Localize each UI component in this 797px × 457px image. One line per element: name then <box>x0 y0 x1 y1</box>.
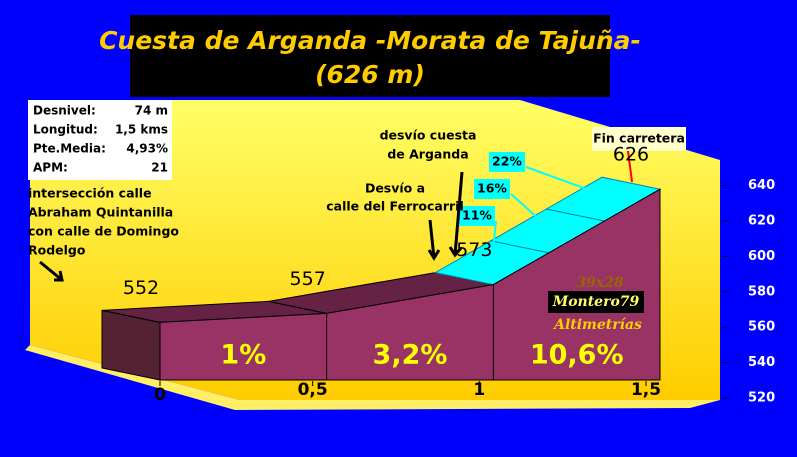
steep-label-box <box>459 206 495 226</box>
stat-value: 1,5 kms <box>115 123 168 137</box>
y-tick-label: 580 <box>748 284 775 299</box>
x-tick-label: 0,5 <box>298 380 328 400</box>
pointer-arrow <box>427 219 441 261</box>
x-tick-label: 1,5 <box>631 380 661 400</box>
slope-label: 10,6% <box>530 340 624 371</box>
credit: Montero79 <box>552 294 640 310</box>
steep-label-box <box>489 152 525 172</box>
chart-title: Cuesta de Arganda -Morata de Tajuña- <box>99 26 641 55</box>
y-tick-label: 620 <box>748 214 775 229</box>
steep-label: 22% <box>492 154 522 169</box>
annotation: Desvío a <box>365 181 425 196</box>
pointer-arrow <box>448 171 464 258</box>
pointer <box>627 150 633 183</box>
steep-label: 11% <box>462 208 492 223</box>
y-tick-label: 560 <box>748 320 775 335</box>
slope-label: 3,2% <box>373 340 448 371</box>
steep-pointer <box>491 220 497 259</box>
annotation: Rodelgo <box>28 243 86 258</box>
steep-pointer <box>525 166 604 197</box>
x-tick-label: 1 <box>473 380 485 400</box>
elevation-label: 557 <box>290 268 326 290</box>
elevation-label: 552 <box>123 277 159 299</box>
credit: 39x28 <box>576 275 624 291</box>
stat-value: 4,93% <box>126 142 168 156</box>
elevation-label: 626 <box>613 144 649 166</box>
elevation-label: 573 <box>456 239 492 261</box>
stats-box <box>28 100 172 180</box>
title-box <box>130 15 610 97</box>
stat-value: 74 m <box>135 104 168 118</box>
annotation: de Arganda <box>387 147 468 162</box>
steep-label-box <box>474 179 510 199</box>
stat-label: Longitud: <box>33 123 98 137</box>
x-tick-label: 0 <box>154 385 166 405</box>
annotation: Abraham Quintanilla <box>28 205 173 220</box>
chart-subtitle: (626 m) <box>315 60 425 89</box>
annotation: desvío cuesta <box>380 128 477 143</box>
y-tick-label: 640 <box>748 178 775 193</box>
stat-label: APM: <box>33 161 68 175</box>
pointer-arrow <box>39 260 64 282</box>
end-box <box>592 127 686 151</box>
annotation: Fin carretera <box>593 131 685 146</box>
steep-pointer <box>510 193 549 228</box>
credit-box <box>548 291 644 313</box>
slope-label: 1% <box>220 340 266 371</box>
y-tick-label: 540 <box>748 355 775 370</box>
stat-value: 21 <box>151 161 168 175</box>
annotation: intersección calle <box>28 186 152 201</box>
y-tick-label: 520 <box>748 391 775 406</box>
floor <box>25 345 720 410</box>
stat-label: Pte.Media: <box>33 142 106 156</box>
annotation: calle del Ferrocarril <box>326 199 463 214</box>
annotation: con calle de Domingo <box>28 224 179 239</box>
stat-label: Desnivel: <box>33 104 96 118</box>
credit: Altimetrías <box>552 317 642 333</box>
steep-label: 16% <box>477 181 507 196</box>
y-tick-label: 600 <box>748 249 775 264</box>
